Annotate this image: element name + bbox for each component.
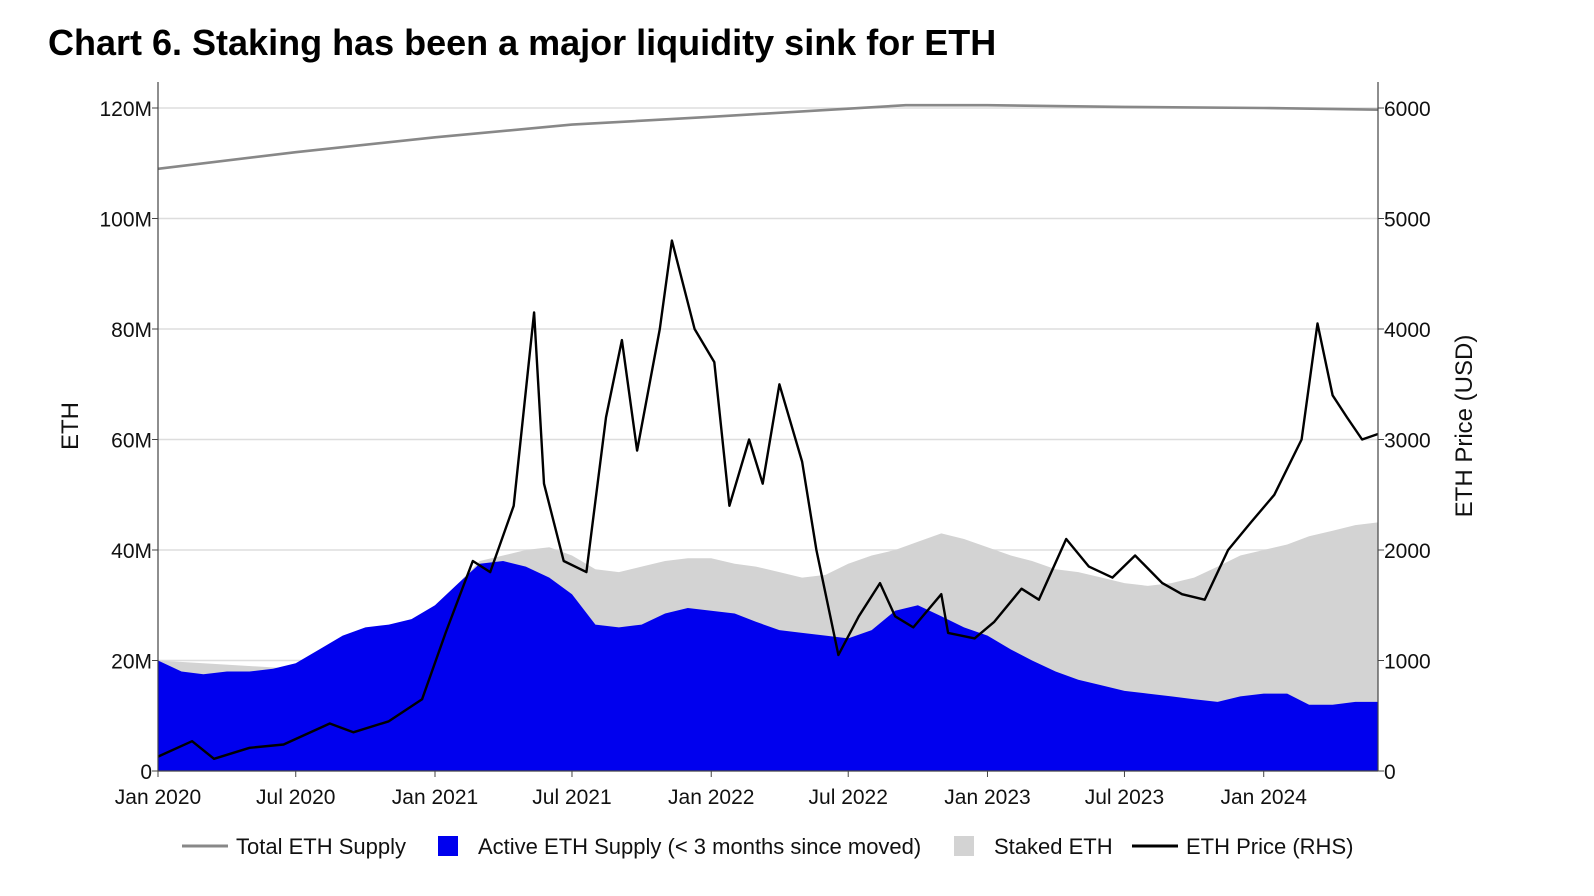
x-tick-label: Jan 2020 — [115, 786, 201, 809]
line-series-layer — [157, 103, 1379, 760]
y-tick-label: 40M — [111, 540, 152, 563]
y2-tick-label: 4000 — [1384, 319, 1431, 342]
x-tick-label: Jan 2021 — [392, 786, 478, 809]
legend-item-eth-price: ETH Price (RHS) — [1132, 834, 1353, 859]
y-tick-label: 120M — [99, 98, 152, 121]
x-tick-label: Jan 2022 — [668, 786, 754, 809]
legend: Total ETH Supply Active ETH Supply (< 3 … — [182, 834, 1353, 859]
x-tick-label: Jan 2024 — [1221, 786, 1308, 809]
x-tick-label: Jul 2021 — [532, 786, 611, 809]
x-tick-label: Jan 2023 — [944, 786, 1030, 809]
y-tick-label: 20M — [111, 651, 152, 674]
y-tick-label: 60M — [111, 430, 152, 453]
tick-labels: 0 20M 40M 60M 80M 100M 120M 0 1000 2000 3000 4000 50… — [99, 98, 1430, 809]
y2-tick-label: 2000 — [1384, 540, 1431, 563]
legend-label-staked-eth: Staked ETH — [994, 834, 1113, 859]
y-tick-label: 100M — [99, 209, 152, 232]
y2-tick-label: 0 — [1384, 761, 1396, 784]
y2-tick-label: 3000 — [1384, 430, 1431, 453]
y2-axis-title: ETH Price (USD) — [1451, 335, 1478, 518]
y2-tick-label: 6000 — [1384, 98, 1431, 121]
y-tick-label: 80M — [111, 319, 152, 342]
legend-swatch-active-supply — [438, 836, 458, 856]
y-tick-label: 0 — [140, 761, 152, 784]
legend-item-total-supply: Total ETH Supply — [182, 834, 406, 859]
line-total-eth-supply — [157, 103, 1379, 171]
legend-label-active-supply: Active ETH Supply (< 3 months since move… — [478, 834, 921, 859]
chart-title: Chart 6. Staking has been a major liquid… — [48, 22, 997, 63]
axes — [157, 82, 1379, 772]
legend-item-active-supply: Active ETH Supply (< 3 months since move… — [438, 834, 921, 859]
legend-swatch-staked-eth — [954, 836, 974, 856]
x-tick-label: Jul 2022 — [809, 786, 888, 809]
area-series-layer — [158, 522, 1378, 771]
x-tick-label: Jul 2023 — [1085, 786, 1164, 809]
line-eth-price-rhs — [157, 239, 1379, 760]
y2-tick-label: 1000 — [1384, 651, 1431, 674]
legend-item-staked-eth: Staked ETH — [954, 834, 1113, 859]
y2-tick-label: 5000 — [1384, 209, 1431, 232]
legend-label-total-supply: Total ETH Supply — [236, 834, 406, 859]
y-axis-title: ETH — [57, 402, 84, 450]
x-tick-label: Jul 2020 — [256, 786, 335, 809]
legend-label-eth-price: ETH Price (RHS) — [1186, 834, 1353, 859]
area-active-eth-supply-3-months-since-moved — [158, 561, 1378, 771]
